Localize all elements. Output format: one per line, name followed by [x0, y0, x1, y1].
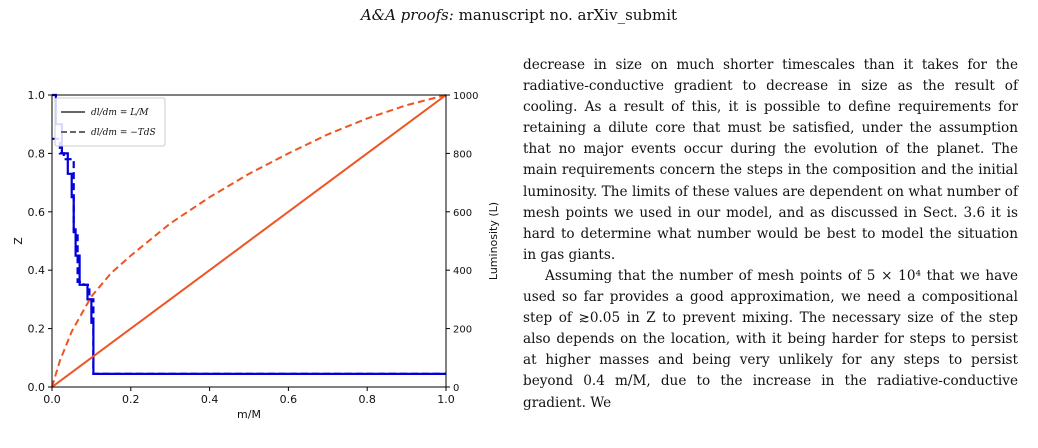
legend-entry-solid: dl/dm = L/M — [91, 108, 149, 118]
plot-area: 0.0 0.2 0.4 0.6 0.8 1.00.00.20.40.60.81.00200… — [12, 89, 500, 421]
y-right-tick-label: 1000 — [453, 91, 478, 102]
body-text: decrease in size on much shorter timesca… — [523, 55, 1018, 414]
y-left-tick-label: 0.2 — [28, 323, 46, 336]
x-tick-label: 0.2 — [122, 393, 140, 406]
header-journal: A&A proofs: — [360, 6, 454, 24]
y-right-tick-label: 200 — [453, 325, 472, 336]
y-right-tick-label: 400 — [453, 266, 472, 277]
legend-box — [54, 97, 166, 147]
y-left-tick-label: 0.0 — [28, 381, 46, 394]
series-line-z-dashed — [52, 137, 446, 375]
y-left-axis-label: Z — [12, 237, 25, 245]
series-line-luminosity-solid — [51, 94, 447, 388]
y-right-tick-label: 800 — [453, 149, 472, 160]
plot-frame — [51, 94, 447, 388]
y-left-tick-label: 0.6 — [28, 206, 46, 219]
running-header: A&A proofs: manuscript no. arXiv_submit — [0, 6, 1038, 24]
header-manuscript: manuscript no. arXiv_submit — [453, 6, 678, 24]
x-tick-label: 0.4 — [201, 393, 219, 406]
y-left-tick-label: 0.4 — [28, 264, 46, 277]
y-left-tick-label: 0.8 — [28, 147, 46, 160]
x-tick-label: 0.0 — [43, 393, 61, 406]
series-line-luminosity-dashed — [51, 94, 447, 388]
x-tick-label: 0.6 — [280, 393, 298, 406]
x-tick-label: 0.8 — [358, 393, 376, 406]
paragraph-2: Assuming that the number of mesh points … — [523, 267, 1018, 411]
x-tick-label: 1.0 — [437, 393, 455, 406]
paragraph-1: decrease in size on much shorter timesca… — [523, 57, 1018, 263]
y-right-tick-label: 0 — [453, 383, 459, 394]
figure-chart: 0.0 0.2 0.4 0.6 0.8 1.00.00.20.40.60.81.00200… — [12, 89, 500, 421]
y-right-tick-label: 600 — [453, 208, 472, 219]
legend-entry-dashed: dl/dm = −TdS — [91, 128, 156, 138]
x-axis-label: m/M — [237, 408, 261, 421]
y-right-axis-label: Luminosity (L) — [487, 202, 500, 280]
y-left-tick-label: 1.0 — [28, 89, 46, 102]
